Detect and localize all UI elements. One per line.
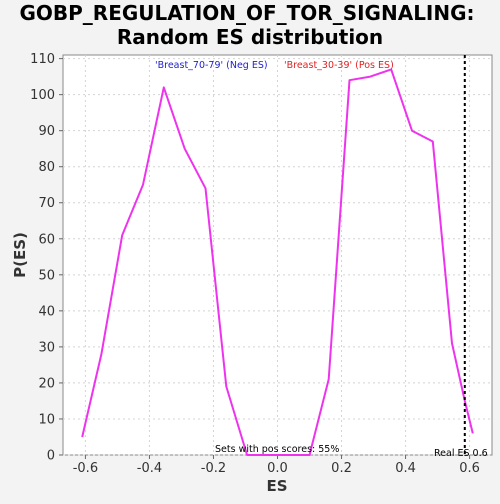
es-distribution-line [81,68,474,456]
pos-scores-annotation: Sets with pos scores: 55% [215,444,339,455]
y-tick-label: 30 [38,340,55,355]
y-tick-label: 50 [38,268,55,283]
x-tick-label: -0.6 [73,461,98,476]
y-tick-label: 100 [30,88,55,103]
y-tick-label: 70 [38,196,55,211]
series-layer [81,68,474,456]
legend-pos-es: 'Breast_30-39' (Pos ES) [284,60,394,71]
x-tick-label: 0.2 [331,461,352,476]
x-tick-label: -0.2 [201,461,226,476]
y-tick-label: 0 [47,449,55,464]
y-tick-label: 10 [38,412,55,427]
x-tick-label: 0.6 [459,461,480,476]
x-tick-label: 0.0 [267,461,288,476]
x-tick-label: 0.4 [395,461,416,476]
chart-title-line-2: Random ES distribution [117,25,383,49]
x-axis-title: ES [266,477,287,495]
y-tick-label: 80 [38,160,55,175]
grid-lines [63,55,492,456]
axis-ticks: -0.6 -0.4 -0.2 0.0 0.2 0.4 0.6 0 10 20 30 40 50 60 70 8… [30,52,480,476]
y-tick-label: 20 [38,376,55,391]
legend-neg-es: 'Breast_70-79' (Neg ES) [155,60,268,71]
real-es-label: Real ES 0.6 [434,448,488,459]
y-tick-label: 40 [38,304,55,319]
y-axis-title: P(ES) [11,232,29,278]
y-tick-label: 90 [38,124,55,139]
chart-title-line-1: GOBP_REGULATION_OF_TOR_SIGNALING: [19,1,474,25]
x-tick-label: -0.4 [137,461,162,476]
y-tick-label: 60 [38,232,55,247]
y-tick-label: 110 [30,52,55,67]
